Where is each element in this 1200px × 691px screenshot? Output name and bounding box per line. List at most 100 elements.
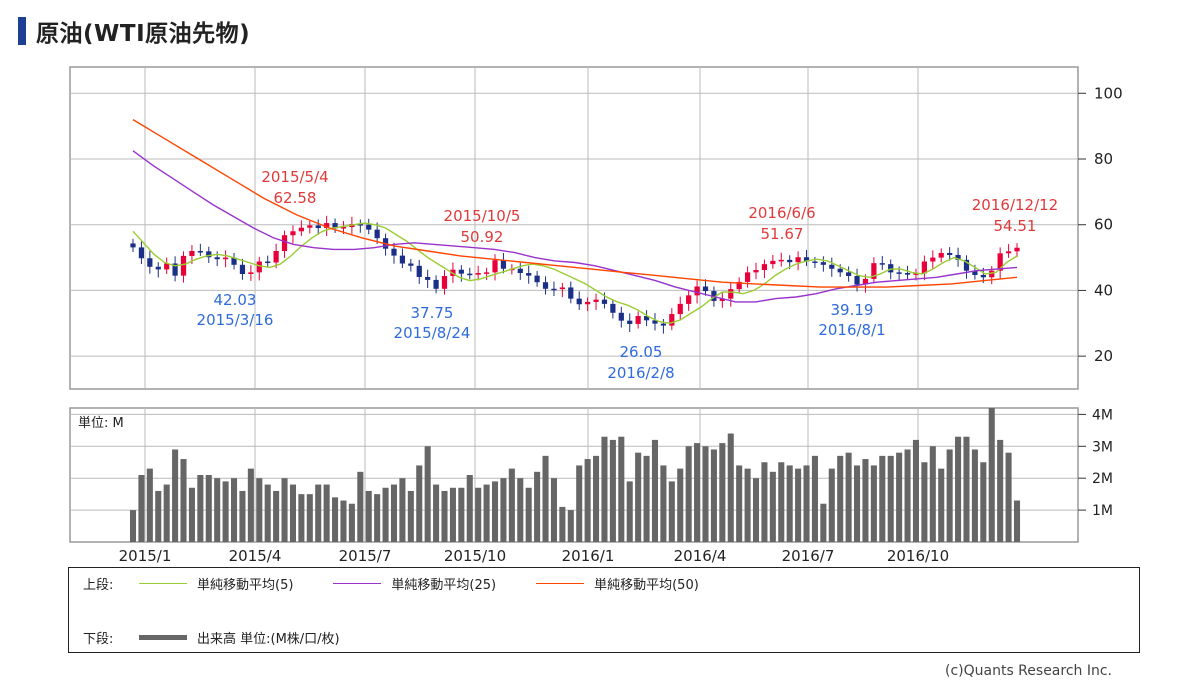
price-panel: 20 40 60 80 100 2015/5/4 62.58 42.03 2015/3/16 20…: [69, 66, 1123, 390]
legend-upper-label: 上段:: [83, 578, 114, 593]
volume-bar: [146, 468, 153, 542]
volume-bar: [273, 490, 280, 542]
annotation-low-line2: 2016/8/1: [818, 321, 885, 339]
candle-body: [862, 278, 869, 285]
candle-body: [846, 272, 852, 276]
volume-tick-label: 1M: [1092, 503, 1113, 519]
candle-body: [180, 255, 187, 276]
candle-body: [854, 275, 860, 285]
volume-bar: [845, 452, 852, 542]
x-tick-label: 2015/7: [339, 547, 392, 565]
candle-body: [896, 272, 902, 274]
volume-bar: [483, 484, 490, 542]
volume-bar: [433, 484, 440, 542]
volume-bar: [508, 468, 515, 542]
legend-ma50-swatch: [536, 583, 585, 584]
volume-bar: [500, 478, 507, 542]
annotation-high-line1: 2015/5/4: [261, 168, 328, 186]
candle-body: [534, 275, 540, 283]
x-axis-labels: 2015/1 2015/4 2015/7 2015/10 2016/1 2016/4 201…: [119, 547, 950, 565]
candle-body: [307, 225, 313, 228]
ma-line-50: [132, 119, 1018, 288]
volume-bar: [323, 484, 330, 542]
volume-panel: 1M 2M 3M 4M 単位: M: [69, 407, 1113, 543]
volume-bar: [517, 478, 524, 542]
price-tick-label: 80: [1094, 150, 1113, 168]
candle-body: [366, 224, 372, 230]
legend-volume-swatch: [139, 635, 187, 640]
candle-body: [559, 287, 565, 290]
annotation-low-line1: 37.75: [411, 304, 454, 322]
candle-body: [138, 247, 145, 259]
candle-body: [694, 286, 700, 296]
page-title-bar: 原油(WTI原油先物): [18, 14, 250, 48]
volume-bar: [879, 455, 886, 542]
volume-tick-label: 2M: [1092, 471, 1113, 487]
candle-body: [618, 312, 624, 321]
candle-body: [206, 251, 212, 258]
volume-bar: [719, 443, 726, 542]
legend-ma25-label: 単純移動平均(25): [391, 578, 497, 593]
candle-body: [1014, 247, 1020, 252]
candle-body: [391, 248, 397, 256]
legend-volume: 出来高 単位:(M株/口/枚): [139, 628, 340, 647]
volume-bar: [441, 490, 448, 542]
volume-bar: [887, 455, 894, 542]
candle-body: [585, 301, 591, 305]
volume-bar: [744, 468, 751, 542]
volume-bar: [332, 497, 339, 542]
price-tick-label: 100: [1094, 84, 1123, 102]
volume-bar: [601, 436, 608, 542]
legend-ma50: 単純移動平均(50): [536, 574, 699, 593]
legend-ma25-swatch: [333, 583, 382, 584]
volume-bar: [811, 455, 818, 542]
volume-bar: [214, 478, 221, 542]
candle-body: [652, 320, 658, 324]
volume-bar: [534, 471, 541, 542]
volume-bar: [904, 449, 911, 542]
candle-body: [467, 273, 473, 276]
volume-bar: [129, 510, 137, 542]
volume-bar: [247, 468, 254, 542]
volume-bar: [1013, 500, 1021, 542]
volume-bar: [559, 506, 566, 542]
candle-body: [222, 257, 229, 260]
candle-body: [728, 289, 734, 299]
candle-body: [483, 272, 490, 274]
candle-body: [340, 227, 347, 229]
legend-volume-label: 出来高 単位:(M株/口/枚): [197, 632, 340, 647]
annotation-high-line1: 2016/12/12: [972, 196, 1058, 214]
candle-body: [433, 279, 439, 289]
candle-body: [627, 320, 633, 324]
price-volume-chart: 20 40 60 80 100 2015/5/4 62.58 42.03 2015/3/16 20…: [69, 66, 1123, 565]
candle-body: [601, 299, 608, 304]
candle-body: [374, 229, 380, 239]
candle-body: [610, 303, 616, 313]
candle-body: [980, 274, 986, 278]
annotation-high-line2: 50.92: [461, 228, 504, 246]
volume-bar: [416, 465, 423, 542]
candle-body: [787, 259, 793, 263]
candle-body: [568, 287, 574, 299]
volume-bar: [567, 510, 574, 542]
volume-bar: [955, 436, 962, 542]
volume-bar: [980, 462, 987, 542]
candle-body: [744, 272, 751, 282]
candle-body: [643, 316, 650, 321]
candle-body: [197, 251, 203, 253]
volume-bar: [752, 478, 760, 542]
candle-body: [820, 262, 826, 265]
volume-bar: [702, 446, 709, 542]
volume-bar: [870, 465, 877, 542]
volume-bar: [424, 446, 431, 542]
volume-bar: [786, 465, 793, 542]
candle-body: [795, 257, 801, 263]
ma-line-5: [132, 222, 1018, 325]
volume-bar: [761, 462, 768, 542]
volume-bar: [1005, 452, 1012, 542]
volume-bar: [963, 436, 970, 542]
candle-body: [770, 260, 776, 265]
candle-body: [888, 264, 894, 273]
candle-body: [273, 251, 279, 263]
annotation-low-line2: 2016/2/8: [607, 364, 674, 382]
